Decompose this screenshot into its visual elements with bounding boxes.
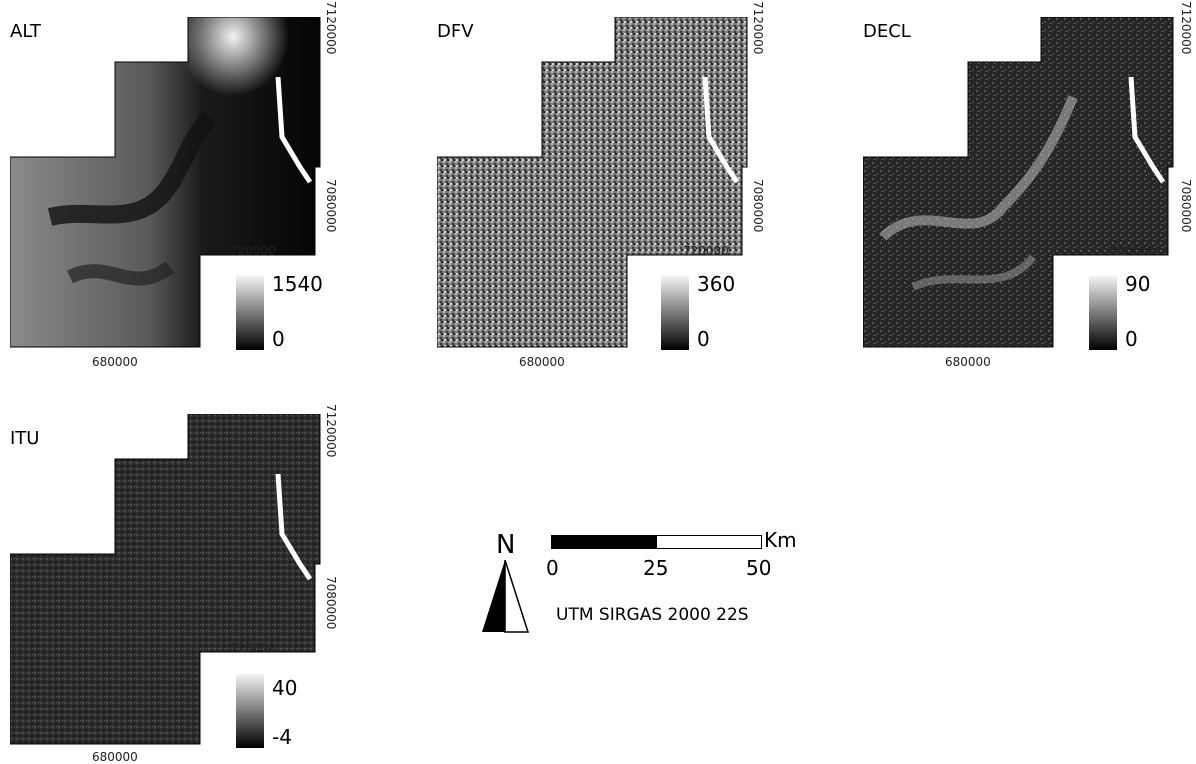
y-tick-label: 7120000 [324, 1, 338, 55]
legend-min-value: 0 [697, 327, 710, 351]
map-panel-alt: ALT 720000 680000 7120000 7080000 1540 0 [10, 1, 340, 377]
raster-alt [10, 17, 321, 348]
legend-min-value: -4 [272, 725, 292, 749]
map-panel-dfv: DFV 720000 680000 7120000 7080000 360 0 [437, 1, 767, 377]
scale-bar-label: 25 [643, 556, 669, 580]
legend-max-value: 1540 [272, 272, 323, 296]
x-tick-label: 720000 [1109, 244, 1155, 258]
panel-title: ITU [10, 428, 40, 449]
legend-max-value: 90 [1125, 272, 1151, 296]
raster-itu [10, 414, 321, 745]
legend-color-ramp [236, 674, 264, 748]
panel-title: ALT [10, 21, 41, 42]
scale-bar-label: 0 [546, 556, 559, 580]
x-tick-label: 720000 [230, 641, 276, 655]
map-panel-decl: DECL 720000 680000 7120000 7080000 90 0 [863, 1, 1196, 377]
legend-color-ramp [661, 276, 689, 350]
y-tick-label: 7120000 [751, 1, 765, 55]
y-tick-label: 7080000 [324, 576, 338, 630]
legend-color-ramp [1089, 276, 1117, 350]
x-tick-label: 680000 [945, 355, 991, 369]
x-tick-label: 680000 [92, 355, 138, 369]
y-tick-label: 7120000 [324, 404, 338, 458]
north-arrow: N [480, 530, 530, 640]
x-tick-label: 720000 [683, 244, 729, 258]
panel-title: DFV [437, 21, 474, 42]
scale-bar-unit: Km [764, 528, 797, 552]
y-tick-label: 7080000 [751, 179, 765, 233]
y-tick-label: 7120000 [1179, 1, 1193, 55]
raster-dfv [437, 17, 748, 348]
x-tick-label: 680000 [519, 355, 565, 369]
raster-decl [863, 17, 1174, 348]
legend-max-value: 40 [272, 676, 298, 700]
legend-min-value: 0 [272, 327, 285, 351]
panel-title: DECL [863, 21, 911, 42]
legend-max-value: 360 [697, 272, 736, 296]
scale-bar-label: 50 [746, 556, 772, 580]
map-panel-itu: ITU 720000 680000 7120000 7080000 40 -4 [10, 404, 340, 764]
legend-min-value: 0 [1125, 327, 1138, 351]
x-tick-label: 720000 [230, 244, 276, 258]
x-tick-label: 680000 [92, 750, 138, 764]
y-tick-label: 7080000 [324, 179, 338, 233]
scale-bar-black-segment [551, 535, 658, 549]
coordinate-system-label: UTM SIRGAS 2000 22S [556, 605, 749, 625]
north-arrow-icon [482, 560, 530, 633]
north-label: N [496, 530, 516, 560]
y-tick-label: 7080000 [1179, 179, 1193, 233]
scale-bar-white-segment [656, 535, 762, 549]
legend-color-ramp [236, 276, 264, 350]
scale-bar: Km 0 25 50 [546, 528, 818, 580]
